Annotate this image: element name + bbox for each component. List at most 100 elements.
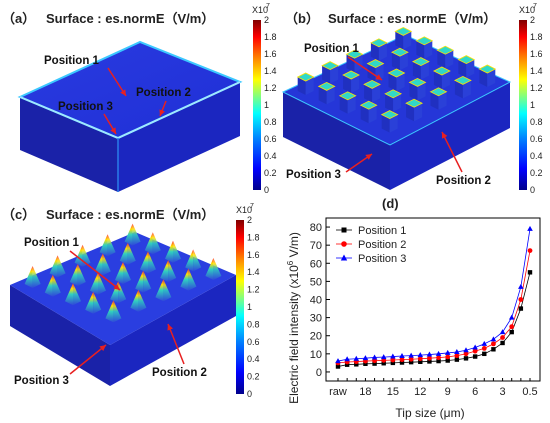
data-point [491,341,496,347]
pillar-top [454,75,472,85]
x-tick-label: 0.5 [522,386,537,398]
series-line [337,272,531,367]
colorbar-a: X10 7 2 1.8 1.6 1.4 1.2 1 0.8 0.6 0.4 0.2 0 [252,3,277,195]
series-line [337,228,531,362]
data-point [417,352,424,358]
colorbar-c-tick: 0.4 [247,354,260,364]
pyramid-right [113,300,122,323]
colorbar-b-multiplier: X10 [519,5,535,15]
pillar-left [433,71,442,89]
pillar-top [296,72,315,82]
panel-b-position-2: Position 2 [436,175,491,187]
pillar-left [343,75,352,93]
data-point [362,355,369,361]
panel-b-letter: （b） [285,11,319,26]
pyramid-left [160,260,169,282]
pillar-right [462,80,471,99]
x-axis-title-main: Tip size ( [395,406,443,420]
data-point [408,352,414,358]
pillar-right [417,82,426,101]
x-axis-title-end: ) [461,406,465,420]
data-point [390,353,396,359]
y-axis-title-main: Electric field intensity (x10 [287,265,301,404]
pillar-top [433,66,451,76]
pyramid-right [138,289,147,312]
data-point [335,364,341,369]
pyramid-right [173,240,181,263]
y-axis-title: Electric field intensity (x106 V/m) [286,232,301,404]
pillar-right [466,59,475,78]
colorbar-b-exponent: 7 [533,3,537,10]
y-axis-title-end: V/m) [287,232,301,261]
pillar-top [405,98,423,108]
pillar-right [414,103,423,122]
data-point [508,314,515,320]
pyramid-left [119,242,128,265]
pyramid-left [105,300,114,323]
pillar-top [394,26,413,36]
pillar-left [416,40,425,59]
colorbar-a-tick: 0 [264,185,269,195]
pyramid-left [144,232,153,255]
data-point [481,340,488,346]
pyramid-left [85,291,94,314]
pillar-right [372,84,381,103]
pillar-left [364,84,373,103]
x-tick-label: 3 [500,386,506,398]
data-point [445,354,451,360]
pillar-left [395,31,404,50]
data-point [454,357,460,362]
pillar-right [399,52,408,71]
pillar-top [384,89,402,99]
data-point [454,353,460,359]
colorbar-a-tick: 0.8 [264,117,277,127]
colorbar-a-tick: 0.4 [264,151,277,161]
colorbar-a-tick: 1.6 [264,49,277,59]
pyramid-left [135,270,144,293]
y-tick-label: 70 [310,240,322,252]
colorbar-b-tick: 1.4 [530,66,543,76]
pillar-top [366,59,385,69]
pyramid-right [32,266,41,288]
data-point [435,350,442,356]
colorbar-c-exponent: 7 [250,203,254,210]
panel-b-title: Surface : es.normE（V/m） [328,11,496,26]
panel-c-position-3: Position 3 [14,375,69,387]
y-tick-label: 80 [310,222,322,234]
pillar-left [322,65,331,84]
pillar-left [458,59,467,78]
y-tick-label: 10 [310,349,322,361]
pyramid-right [148,251,156,274]
pyramid-right [93,291,102,314]
x-tick-label: raw [329,386,347,398]
pillar-left [360,105,369,124]
pillar-right [351,75,360,93]
data-point [454,349,460,355]
pyramid-left [140,251,148,274]
pillar-left [391,52,400,71]
data-point [390,360,396,366]
pyramid-right [123,262,131,284]
pillar-top [317,81,336,91]
data-point [482,351,487,357]
data-point [399,360,405,365]
pillar-right [389,114,398,133]
legend-label: Position 2 [358,239,406,251]
pillar-top [429,87,448,97]
x-tick-label: 18 [359,386,371,398]
pillar-left [297,77,306,95]
colorbar-a-tick: 0.6 [264,134,277,144]
panel-a-title: Surface : es.normE（V/m） [46,11,214,26]
colorbar-b: X10 7 2 1.8 1.6 1.4 1.2 1 0.8 0.6 0.4 0.2 0 [519,3,543,195]
data-point [499,329,506,335]
legend-marker [340,254,348,261]
pyramid-left [69,264,78,286]
data-point [408,356,414,362]
pyramid-right [127,242,136,265]
pillar-right [396,73,405,91]
pyramid-right [193,249,202,272]
data-point [390,357,396,363]
data-point [527,270,533,275]
data-point [527,225,533,231]
